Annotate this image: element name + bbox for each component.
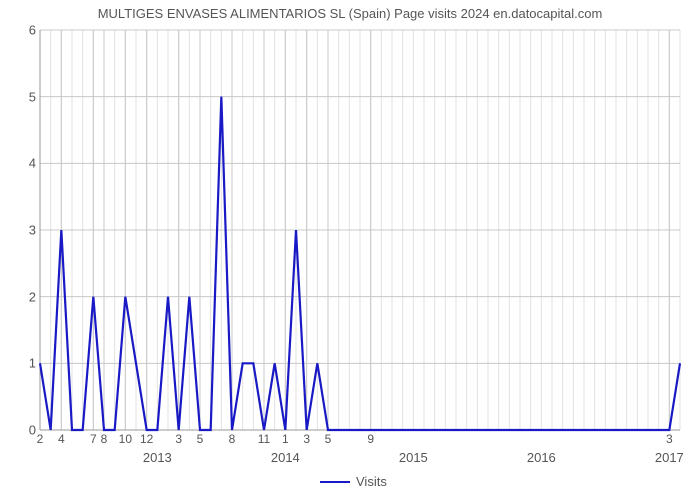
legend-label: Visits (356, 474, 387, 489)
year-label: 2016 (527, 450, 556, 465)
plot-area: 0123456 247810123581113593 2013201420152… (40, 30, 680, 430)
xtick-label: 7 (90, 432, 97, 446)
chart-title: MULTIGES ENVASES ALIMENTARIOS SL (Spain)… (0, 6, 700, 21)
xtick-label: 8 (101, 432, 108, 446)
chart-container: { "chart": { "type": "line", "title": "M… (0, 0, 700, 500)
xtick-label: 9 (367, 432, 374, 446)
ytick-label: 1 (10, 356, 36, 371)
ytick-label: 0 (10, 423, 36, 438)
year-label: 2013 (143, 450, 172, 465)
chart-svg (40, 30, 680, 430)
xtick-label: 3 (666, 432, 673, 446)
xtick-label: 5 (197, 432, 204, 446)
xtick-label: 10 (119, 432, 132, 446)
legend-swatch (320, 481, 350, 483)
ytick-label: 6 (10, 23, 36, 38)
xtick-label: 1 (282, 432, 289, 446)
xtick-label: 5 (325, 432, 332, 446)
xtick-label: 11 (258, 432, 270, 446)
ytick-label: 4 (10, 156, 36, 171)
year-label: 2015 (399, 450, 428, 465)
xtick-label: 4 (58, 432, 65, 446)
ytick-label: 5 (10, 89, 36, 104)
xtick-label: 3 (175, 432, 182, 446)
year-label: 2017 (655, 450, 684, 465)
xtick-label: 2 (37, 432, 44, 446)
xtick-label: 8 (229, 432, 236, 446)
xtick-label: 3 (303, 432, 310, 446)
year-label: 2014 (271, 450, 300, 465)
ytick-label: 3 (10, 223, 36, 238)
xtick-label: 12 (140, 432, 153, 446)
legend: Visits (320, 474, 387, 489)
ytick-label: 2 (10, 289, 36, 304)
